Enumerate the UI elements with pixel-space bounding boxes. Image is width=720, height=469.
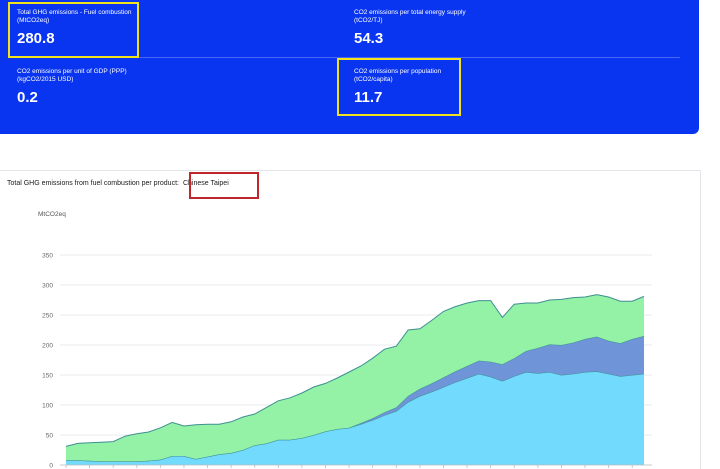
kpi-label: CO2 emissions per unit of GDP (PPP) bbox=[17, 68, 127, 75]
kpi-unit: (tCO2/TJ) bbox=[354, 17, 383, 24]
chart-title-text: Total GHG emissions from fuel combustion… bbox=[7, 180, 179, 187]
highlight-box-country bbox=[189, 172, 259, 199]
kpi-panel bbox=[0, 0, 699, 134]
highlight-box-total-ghg bbox=[8, 2, 139, 58]
chart-title: Total GHG emissions from fuel combustion… bbox=[7, 179, 229, 188]
kpi-value: 0.2 bbox=[17, 89, 38, 106]
series-line-2 bbox=[65, 294, 645, 447]
y-tick-label: 300 bbox=[42, 283, 53, 290]
y-tick-label: 350 bbox=[42, 253, 53, 260]
kpi-label: CO2 emissions per population bbox=[354, 68, 442, 75]
kpi-value: 280.8 bbox=[17, 30, 55, 47]
kpi-co2-per-gdp: CO2 emissions per unit of GDP (PPP) (kgC… bbox=[17, 68, 127, 107]
country-selector[interactable]: Chinese Taipei bbox=[182, 180, 229, 187]
y-tick-label: 0 bbox=[49, 463, 53, 469]
series-areas bbox=[65, 294, 645, 465]
y-tick-label: 100 bbox=[42, 403, 53, 410]
kpi-divider bbox=[10, 57, 680, 58]
y-tick-label: 50 bbox=[46, 433, 54, 440]
kpi-value: 54.3 bbox=[354, 30, 384, 47]
series-area-0 bbox=[66, 371, 644, 465]
y-tick-label: 200 bbox=[42, 343, 53, 350]
kpi-co2-per-population: CO2 emissions per population (tCO2/capit… bbox=[354, 68, 441, 107]
kpi-co2-per-tes: CO2 emissions per total energy supply (t… bbox=[354, 9, 466, 48]
kpi-total-ghg: Total GHG emissions - Fuel combustion (M… bbox=[17, 9, 132, 48]
y-tick-label: 250 bbox=[42, 313, 53, 320]
kpi-unit: (MtCO2eq) bbox=[17, 17, 50, 24]
highlight-box-per-population bbox=[337, 58, 461, 116]
kpi-unit: (tCO2/capita) bbox=[354, 76, 393, 83]
y-tick-label: 150 bbox=[42, 373, 53, 380]
kpi-value: 11.7 bbox=[354, 89, 383, 106]
series-area-2 bbox=[66, 294, 644, 462]
series-area-1 bbox=[66, 336, 644, 462]
kpi-label: Total GHG emissions - Fuel combustion bbox=[17, 9, 132, 16]
kpi-unit: (kgCO2/2015 USD) bbox=[17, 76, 74, 83]
y-axis-label: MtCO2eq bbox=[38, 211, 66, 218]
kpi-label: CO2 emissions per total energy supply bbox=[354, 9, 466, 16]
